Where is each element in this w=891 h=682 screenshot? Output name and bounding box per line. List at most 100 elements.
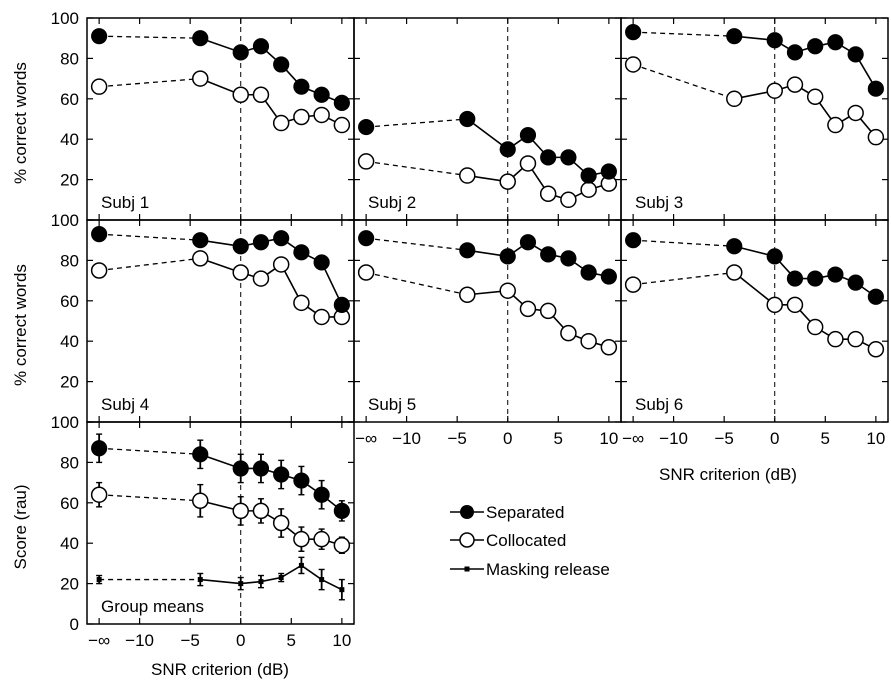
panel-4-separated-series: [91, 226, 350, 313]
panel-6-collocated-point: [867, 341, 885, 358]
panel-7-separated-point: [232, 460, 249, 477]
panel-7-collocated-point: [293, 530, 310, 548]
panel-7-ytick-label: 20: [60, 575, 79, 594]
panel-3-separated-point: [625, 24, 642, 41]
y-axis-title-top: % correct words: [11, 62, 30, 184]
panel-5-collocated-point: [580, 332, 597, 350]
panel-5-separated-point: [580, 264, 597, 281]
panel-7-series: [90, 433, 351, 601]
panel-7-collocated-point: [272, 514, 290, 532]
panel-7-ytick-label: 40: [60, 534, 79, 553]
panel-4-collocated-series: [90, 250, 351, 326]
panel-7-masking-release-point: [258, 579, 264, 585]
panel-7-ytick-label: 100: [51, 413, 79, 432]
legend-masking-release: Masking release: [450, 560, 610, 579]
panel-1-ytick-label: 40: [60, 130, 79, 149]
panel-3-separated-point: [827, 34, 844, 51]
panel-3-collocated-point: [624, 56, 642, 73]
panel-5-label: Subj 5: [368, 395, 416, 414]
panel-2-collocated-point: [539, 185, 557, 202]
panel-6-collocated-point: [806, 318, 824, 336]
panel-2-separated-line: [466, 118, 610, 177]
panel-7-separated-dashed-segment: [99, 447, 201, 455]
panel-1-separated-point: [252, 38, 270, 55]
panel-4-ytick-label: 60: [60, 292, 79, 311]
panel-1-collocated-point: [192, 70, 209, 87]
panel-1-collocated-series: [90, 70, 351, 134]
panel-1-collocated-point: [232, 86, 249, 104]
panel-6-xtick-label: 0: [770, 429, 779, 448]
panel-2-collocated-dashed-segment: [366, 160, 468, 177]
y-axis-title-middle: % correct words: [11, 264, 30, 386]
panel-5-collocated-point: [499, 282, 516, 299]
panel-5-collocated-point: [539, 302, 557, 320]
panel-4-collocated-point: [293, 294, 310, 312]
panel-2-separated-point: [519, 127, 537, 144]
panel-2-collocated-point: [519, 155, 537, 172]
panel-4-collocated-point: [90, 262, 108, 279]
panel-7-xtick-label: −10: [125, 631, 154, 650]
panel-1-collocated-point: [272, 114, 290, 132]
panel-6-xtick-label: −5: [714, 429, 733, 448]
panel-5-frame: [353, 219, 622, 423]
panel-5-xtick-label: 10: [599, 429, 618, 448]
panel-3-separated-line: [734, 35, 877, 90]
panel-6-collocated-series: [624, 264, 885, 358]
panel-6-separated-point: [766, 248, 783, 265]
panel-4-collocated-dashed-segment: [99, 257, 201, 272]
panel-4-separated-point: [252, 234, 270, 251]
panel-5-xtick-label: −∞: [355, 429, 377, 448]
panel-3-collocated-point: [726, 90, 743, 108]
panel-1-separated-dashed-segment: [99, 35, 201, 39]
panel-1-collocated-point: [293, 108, 310, 126]
panel-1-collocated-point: [90, 78, 108, 95]
panel-5-separated-point: [540, 246, 557, 263]
panel-3-separated-point: [786, 44, 804, 61]
panel-3: Subj 3: [620, 17, 889, 221]
x-axis-title-subjects: SNR criterion (dB): [659, 465, 797, 484]
legend-separated-label: Separated: [486, 503, 564, 522]
panel-7-separated-series: [91, 433, 350, 522]
panel-1-separated-point: [232, 44, 249, 61]
legend-masking-release-label: Masking release: [486, 560, 610, 579]
panel-2-collocated-point: [560, 191, 577, 209]
panel-6-separated-dashed-segment: [633, 239, 735, 247]
panel-5-xtick-label: 5: [554, 429, 563, 448]
panel-3-series: [624, 24, 885, 146]
panel-3-collocated-point: [847, 104, 864, 122]
panel-6-separated-series: [625, 232, 884, 305]
panel-2-series: [357, 110, 618, 209]
panel-5-collocated-point: [600, 339, 618, 356]
panel-3-separated-point: [766, 32, 783, 49]
panel-6-collocated-point: [786, 296, 804, 314]
panel-6-separated-point: [786, 270, 804, 287]
panel-2-separated-series: [358, 110, 617, 184]
panel-4-separated-point: [232, 238, 249, 255]
panel-7-collocated-point: [232, 502, 249, 520]
panel-2-label: Subj 2: [368, 193, 416, 212]
panel-7-separated-point: [293, 472, 310, 489]
panel-4-separated-point: [91, 226, 108, 243]
panel-1-collocated-dashed-segment: [99, 77, 201, 88]
panel-6-label: Subj 6: [635, 395, 683, 414]
panel-3-collocated-point: [806, 88, 824, 106]
panel-6: Subj 6 −∞ −10 −5 0 5 10: [620, 219, 889, 448]
panel-5: Subj 5 −∞ −10 −5 0 5 10: [353, 219, 622, 448]
panel-1-collocated-point: [252, 86, 270, 104]
panel-6-separated-point: [847, 274, 864, 291]
panel-1-collocated-point: [333, 116, 351, 134]
panel-4-label: Subj 4: [101, 395, 149, 414]
panel-5-xtick-label: 0: [503, 429, 512, 448]
panel-5-xtick-label: −10: [392, 429, 421, 448]
panel-4-frame: [86, 219, 355, 423]
panel-5-collocated-point: [519, 300, 537, 318]
panel-2-separated-point: [358, 118, 375, 136]
panel-4-separated-point: [192, 232, 209, 249]
panel-1-separated-point: [293, 78, 310, 95]
panel-3-collocated-series: [624, 56, 885, 146]
panel-1-series: [90, 28, 351, 134]
panel-7-xtick-label: 10: [332, 631, 351, 650]
panel-7-collocated-point: [313, 530, 330, 548]
x-axis-title-group: SNR criterion (dB): [151, 660, 289, 679]
panel-7-masking-release-point: [96, 577, 102, 583]
